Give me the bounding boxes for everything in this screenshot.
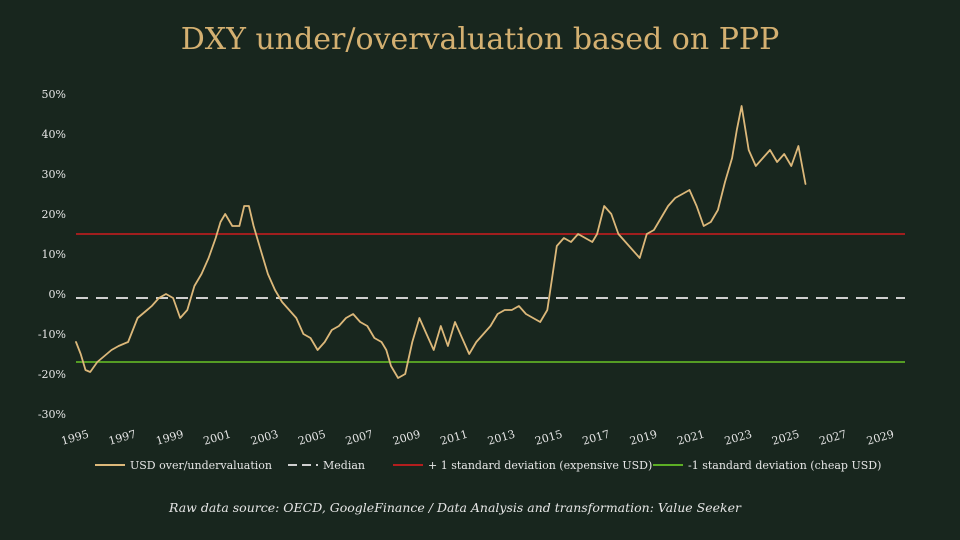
usd-valuation-line xyxy=(75,105,807,379)
x-tick-label: 2011 xyxy=(439,428,469,448)
x-tick-label: 2003 xyxy=(249,428,279,448)
legend-minus-sd: -1 standard deviation (cheap USD) xyxy=(653,459,881,472)
y-tick-label: 20% xyxy=(42,208,66,221)
y-tick-label: 10% xyxy=(42,248,66,261)
x-axis-labels: 1995 1997 1999 2001 2003 2005 2007 2009 2011 2013… xyxy=(60,428,896,448)
x-tick-label: 2013 xyxy=(486,428,516,448)
x-tick-label: 2019 xyxy=(628,428,658,448)
y-tick-label: 40% xyxy=(42,128,66,141)
reference-lines xyxy=(76,233,905,363)
source-note: Raw data source: OECD, GoogleFinance / D… xyxy=(169,500,741,515)
x-tick-label: 1997 xyxy=(107,428,137,448)
legend-label: -1 standard deviation (cheap USD) xyxy=(688,459,881,472)
x-tick-label: 2023 xyxy=(723,428,753,448)
series-layer xyxy=(75,105,807,379)
legend-label: USD over/undervaluation xyxy=(130,459,272,472)
x-tick-label: 2009 xyxy=(391,428,421,448)
legend-usd: USD over/undervaluation xyxy=(95,459,272,472)
chart-title: DXY under/overvaluation based on PPP xyxy=(180,22,780,57)
legend-label: Median xyxy=(323,459,365,472)
y-tick-label: 30% xyxy=(42,168,66,181)
x-tick-label: 2015 xyxy=(534,428,564,448)
x-tick-label: 2029 xyxy=(865,428,895,448)
legend: USD over/undervaluation Median + 1 standar… xyxy=(95,459,881,472)
legend-label: + 1 standard deviation (expensive USD) xyxy=(428,459,652,472)
x-tick-label: 2027 xyxy=(818,428,848,448)
x-tick-label: 1999 xyxy=(155,428,185,448)
x-tick-label: 2007 xyxy=(344,428,374,448)
y-tick-label: -20% xyxy=(38,368,66,381)
x-tick-label: 2025 xyxy=(770,428,800,448)
y-tick-label: -10% xyxy=(38,328,66,341)
y-tick-label: -30% xyxy=(38,408,66,421)
y-axis-labels: -30% -20% -10% 0% 10% 20% 30% 40% 50% xyxy=(38,88,66,421)
y-tick-label: 0% xyxy=(49,288,66,301)
x-tick-label: 1995 xyxy=(60,428,90,448)
x-tick-label: 2001 xyxy=(202,428,232,448)
y-tick-label: 50% xyxy=(42,88,66,101)
x-tick-label: 2021 xyxy=(676,428,706,448)
x-tick-label: 2017 xyxy=(581,428,611,448)
legend-median: Median xyxy=(288,459,365,472)
x-tick-label: 2005 xyxy=(297,428,327,448)
legend-plus-sd: + 1 standard deviation (expensive USD) xyxy=(393,459,652,472)
